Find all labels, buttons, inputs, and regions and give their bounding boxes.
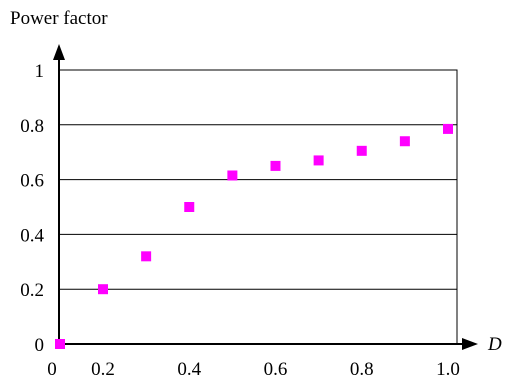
y-tick-label: 0 xyxy=(35,335,45,356)
x-axis-arrow-icon xyxy=(462,338,478,350)
y-tick-label: 0.4 xyxy=(20,225,44,246)
x-tick-label: 1.0 xyxy=(436,359,460,380)
data-point xyxy=(399,136,410,147)
y-tick-label: 0.2 xyxy=(20,280,44,301)
y-axis-arrow-icon xyxy=(53,44,65,60)
y-axis-label: Power factor xyxy=(10,8,108,29)
x-tick-label: 0 xyxy=(47,359,57,380)
y-tick-label: 0.8 xyxy=(20,116,44,137)
x-tick-labels: 0 0.2 0.4 0.6 0.8 1.0 xyxy=(47,359,460,380)
y-tick-label: 1 xyxy=(35,61,45,82)
data-point xyxy=(356,145,367,156)
data-point xyxy=(98,284,108,295)
plot-area xyxy=(58,69,458,345)
data-point xyxy=(227,170,238,181)
x-axis-label: D xyxy=(487,334,502,355)
x-tick-label: 0.4 xyxy=(177,359,201,380)
gridlines xyxy=(59,124,457,290)
data-point xyxy=(313,155,324,166)
data-point xyxy=(443,123,453,134)
data-point xyxy=(184,202,195,212)
data-point xyxy=(55,339,65,349)
x-tick-label: 0.6 xyxy=(264,359,288,380)
x-tick-label: 0.2 xyxy=(91,359,115,380)
data-points xyxy=(55,123,453,349)
y-tick-labels: 0 0.2 0.4 0.6 0.8 1 xyxy=(20,61,44,356)
x-tick-label: 0.8 xyxy=(350,359,374,380)
data-point xyxy=(270,160,281,171)
data-point xyxy=(141,251,152,262)
y-tick-label: 0.6 xyxy=(20,171,44,192)
